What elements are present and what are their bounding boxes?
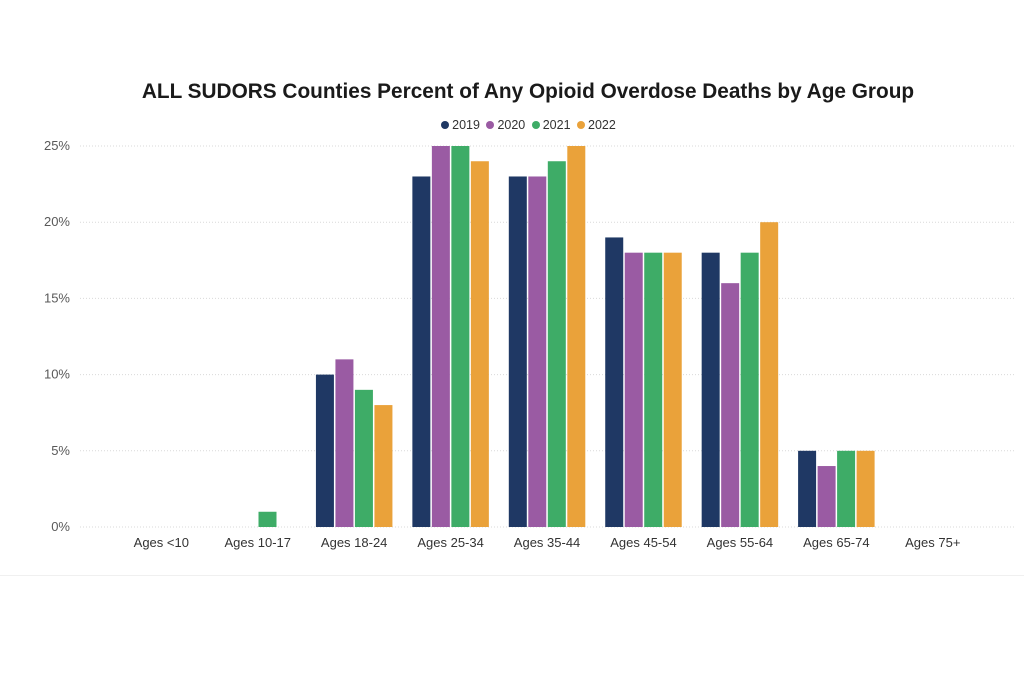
svg-text:Ages 10-17: Ages 10-17 — [225, 535, 292, 550]
svg-text:Ages 25-34: Ages 25-34 — [417, 535, 484, 550]
svg-text:10%: 10% — [44, 367, 70, 382]
svg-text:Ages 75+: Ages 75+ — [905, 535, 960, 550]
svg-text:Ages <10: Ages <10 — [134, 535, 189, 550]
svg-text:Ages 65-74: Ages 65-74 — [803, 535, 870, 550]
svg-text:Ages 35-44: Ages 35-44 — [514, 535, 581, 550]
svg-text:20%: 20% — [44, 214, 70, 229]
svg-text:Ages 55-64: Ages 55-64 — [707, 535, 774, 550]
svg-text:Ages 18-24: Ages 18-24 — [321, 535, 388, 550]
svg-text:15%: 15% — [44, 290, 70, 305]
svg-text:5%: 5% — [51, 443, 70, 458]
svg-text:25%: 25% — [44, 138, 70, 153]
svg-text:Ages 45-54: Ages 45-54 — [610, 535, 677, 550]
svg-text:0%: 0% — [51, 519, 70, 534]
